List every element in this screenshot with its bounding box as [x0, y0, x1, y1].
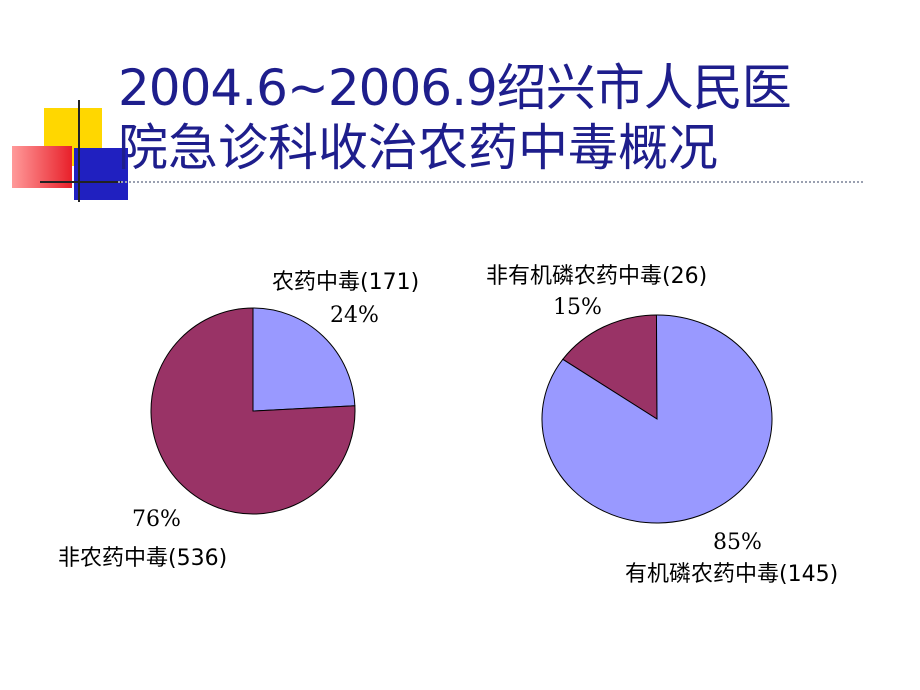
- pie2-slice-non-organophosphorus: [562, 314, 658, 420]
- slide-title: 2004.6~2006.9绍兴市人民医 院急诊科收治农药中毒概况: [118, 58, 908, 178]
- pie1-slice-non-pesticide: [150, 307, 356, 515]
- pie1-slice-percent-pesticide: 24%: [330, 303, 379, 328]
- pie2-slice-label-organophosphorus: 有机磷农药中毒(145): [625, 562, 839, 587]
- slide-title-line-2: 院急诊科收治农药中毒概况: [118, 119, 718, 177]
- pie-chart-pesticide-poisoning: [150, 307, 356, 515]
- pie1-slice-label-non-pesticide: 非农药中毒(536): [58, 546, 228, 571]
- pie1-slice-percent-non-pesticide: 76%: [132, 507, 181, 532]
- pie1-slice-label-pesticide: 农药中毒(171): [272, 270, 420, 295]
- pie2-slice-percent-organophosphorus: 85%: [713, 530, 762, 555]
- pie-chart-organophosphorus: [541, 314, 773, 524]
- decor-vertical-line: [78, 100, 80, 202]
- title-divider: [118, 181, 863, 183]
- pie2-slice-percent-non-organophosphorus: 15%: [553, 295, 602, 320]
- decor-horizontal-line: [40, 181, 122, 183]
- pie2-slice-label-non-organophosphorus: 非有机磷农药中毒(26): [486, 264, 708, 289]
- pie2-slice-organophosphorus: [541, 314, 773, 524]
- pie1-slice-pesticide: [252, 307, 356, 412]
- slide-title-line-1: 2004.6~2006.9绍兴市人民医: [118, 59, 792, 117]
- decor-blue-block: [74, 148, 128, 200]
